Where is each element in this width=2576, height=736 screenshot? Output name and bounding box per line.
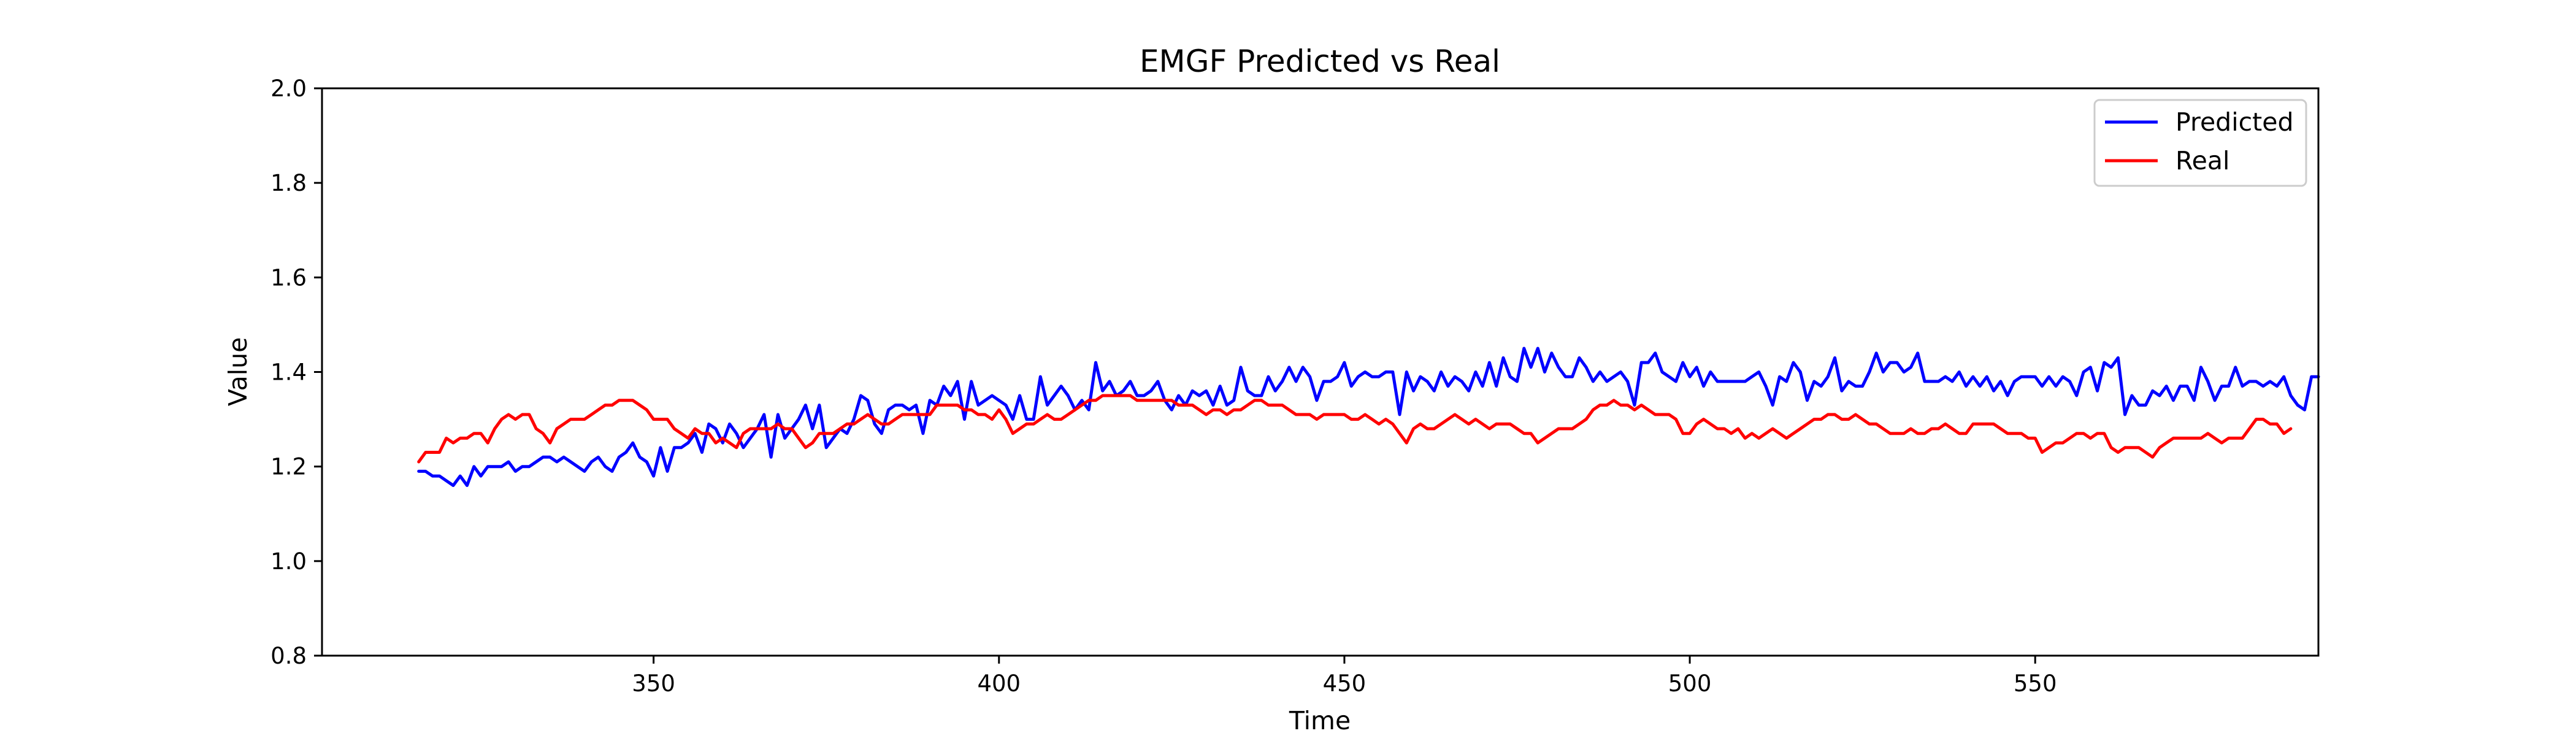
x-tick-label: 400 (977, 670, 1021, 697)
x-axis-label: Time (1289, 706, 1351, 735)
plot-frame (321, 87, 2320, 657)
x-tick-label: 550 (2014, 670, 2057, 697)
y-tick-label: 1.4 (270, 359, 307, 386)
y-tick-label: 1.6 (270, 264, 307, 291)
y-axis-ticks: 0.8 1.0 1.2 1.4 1.6 1.8 2.0 (270, 75, 322, 669)
legend: Predicted Real (2093, 99, 2307, 187)
chart-title: EMGF Predicted vs Real (1140, 44, 1500, 79)
legend-label-real: Real (2175, 146, 2229, 175)
y-tick-label: 2.0 (270, 75, 307, 102)
x-tick-label: 350 (632, 670, 675, 697)
legend-label-predicted: Predicted (2175, 107, 2293, 137)
y-tick-label: 0.8 (270, 643, 307, 669)
series-line-predicted (417, 347, 2320, 487)
y-tick-label: 1.2 (270, 454, 307, 480)
y-axis-label: Value (223, 337, 253, 407)
series-lines (417, 347, 2320, 487)
y-tick-label: 1.0 (270, 548, 307, 575)
x-axis-ticks: 350 400 450 500 550 (632, 656, 2057, 697)
x-tick-label: 500 (1668, 670, 1712, 697)
x-tick-label: 450 (1323, 670, 1367, 697)
y-tick-label: 1.8 (270, 170, 307, 196)
series-line-real (417, 394, 2293, 464)
